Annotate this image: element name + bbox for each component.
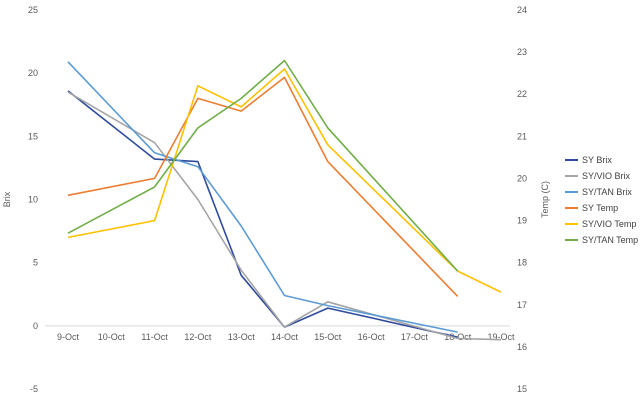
y2-tick-label: 24 — [517, 5, 527, 15]
y2-axis-title: Temp (C) — [540, 181, 550, 218]
y-axis-title: Brix — [2, 191, 12, 207]
y2-tick-label: 17 — [517, 300, 527, 310]
y2-tick-label: 23 — [517, 47, 527, 57]
y-tick-label: 15 — [28, 131, 38, 141]
series-line — [67, 68, 502, 293]
x-tick-label: 15-Oct — [314, 332, 342, 342]
y2-tick-label: 19 — [517, 216, 527, 226]
x-tick-label: 13-Oct — [228, 332, 256, 342]
y-tick-label: 10 — [28, 195, 38, 205]
x-tick-label: 16-Oct — [358, 332, 386, 342]
x-tick-label: 9-Oct — [57, 332, 80, 342]
legend-label: SY/TAN Temp — [582, 235, 638, 245]
y2-tick-label: 22 — [517, 89, 527, 99]
y-tick-label: 25 — [28, 5, 38, 15]
legend-label: SY Brix — [582, 155, 612, 165]
y-tick-label: 0 — [33, 321, 38, 331]
y2-tick-label: 20 — [517, 173, 527, 183]
series-line — [67, 90, 458, 338]
y2-tick-label: 21 — [517, 131, 527, 141]
series-line — [67, 59, 459, 272]
x-tick-label: 11-Oct — [141, 332, 168, 342]
y2-tick-label: 18 — [517, 258, 527, 268]
x-tick-label: 17-Oct — [401, 332, 429, 342]
series-lines — [67, 59, 502, 341]
y-tick-label: 20 — [28, 68, 38, 78]
y2-tick-label: 15 — [517, 384, 527, 394]
series-line — [67, 91, 502, 341]
x-tick-label: 12-Oct — [184, 332, 212, 342]
legend-label: SY Temp — [582, 203, 618, 213]
x-tick-label: 19-Oct — [487, 332, 515, 342]
x-tick-label: 18-Oct — [444, 332, 472, 342]
legend-label: SY/TAN Brix — [582, 187, 632, 197]
axes: -5 0 5 10 15 20 25 15 16 17 18 19 20 21 22 23 24 9-Oct 10-… — [2, 5, 550, 394]
x-tick-label: 10-Oct — [98, 332, 126, 342]
series-line — [67, 76, 459, 297]
y-tick-label: -5 — [30, 384, 38, 394]
legend-label: SY/VIO Brix — [582, 171, 631, 181]
legend: SY Brix SY/VIO Brix SY/TAN Brix SY Temp SY/V… — [565, 155, 638, 245]
y-tick-label: 5 — [33, 258, 38, 268]
series-line — [67, 61, 458, 333]
y2-tick-label: 16 — [517, 342, 527, 352]
legend-label: SY/VIO Temp — [582, 219, 636, 229]
x-tick-label: 14-Oct — [271, 332, 299, 342]
